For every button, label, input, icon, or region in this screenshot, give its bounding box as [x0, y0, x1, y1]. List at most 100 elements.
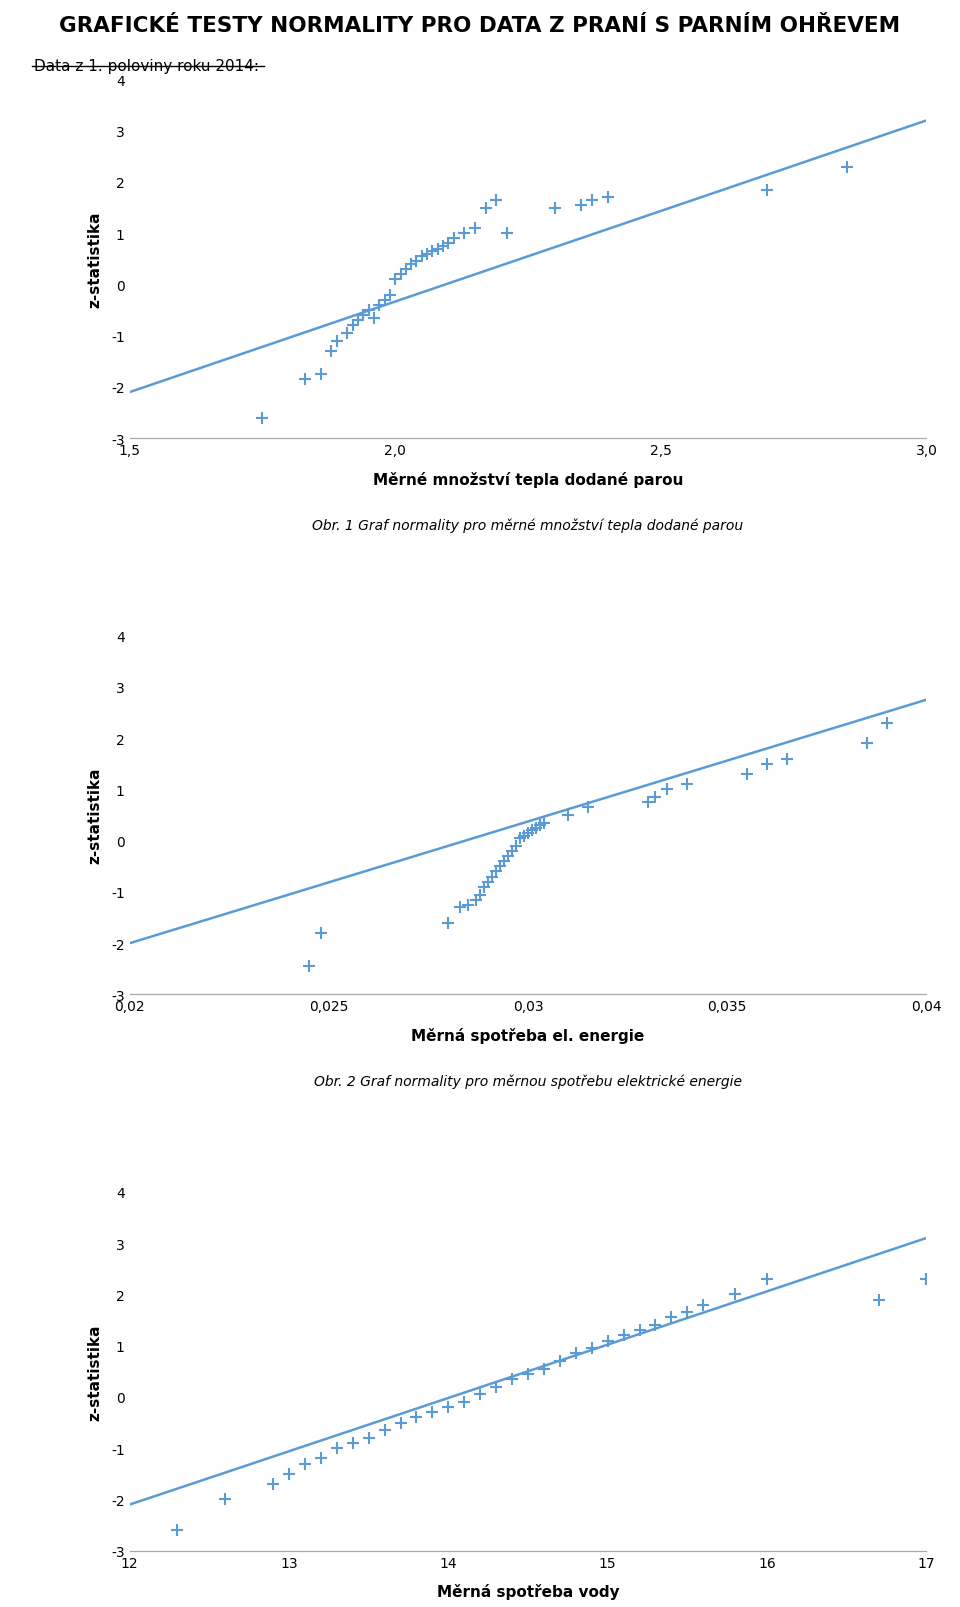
X-axis label: Měrná spotřeba el. energie: Měrná spotřeba el. energie — [412, 1027, 644, 1043]
Point — [377, 1417, 393, 1443]
Point — [435, 235, 450, 260]
Point — [573, 193, 588, 219]
Point — [461, 892, 476, 918]
Point — [361, 297, 376, 323]
Point — [476, 874, 492, 900]
Point — [398, 257, 414, 283]
Point — [648, 784, 663, 810]
Point — [298, 1451, 313, 1477]
Point — [430, 236, 445, 262]
Point — [584, 188, 599, 214]
Point — [496, 848, 512, 874]
Point — [489, 1374, 504, 1400]
X-axis label: Měrné množství tepla dodané parou: Měrné množství tepla dodané parou — [372, 472, 684, 487]
Point — [640, 791, 656, 816]
Point — [350, 309, 366, 334]
Point — [759, 752, 775, 778]
Point — [859, 731, 875, 757]
Point — [632, 1318, 647, 1343]
Point — [561, 804, 576, 829]
Point — [648, 1313, 663, 1339]
Point — [377, 288, 393, 313]
Point — [680, 771, 695, 797]
Point — [313, 921, 328, 947]
Point — [472, 1382, 488, 1408]
Text: GRAFICKÉ TESTY NORMALITY PRO DATA Z PRANÍ S PARNÍM OHŘEVEM: GRAFICKÉ TESTY NORMALITY PRO DATA Z PRAN… — [60, 16, 900, 35]
Point — [441, 231, 456, 257]
Point — [600, 1327, 615, 1353]
Point — [600, 185, 615, 211]
Point — [403, 252, 419, 278]
Point — [780, 746, 795, 771]
Point — [301, 955, 317, 980]
Point — [504, 1366, 519, 1392]
Point — [468, 215, 483, 241]
Point — [513, 826, 528, 852]
Point — [500, 844, 516, 869]
Y-axis label: z-statistika: z-statistika — [87, 767, 103, 865]
Point — [388, 267, 403, 292]
Text: Obr. 1 Graf normality pro měrné množství tepla dodané parou: Obr. 1 Graf normality pro měrné množství… — [312, 517, 744, 532]
Point — [254, 405, 270, 431]
Point — [547, 196, 563, 222]
Point — [489, 860, 504, 885]
Point — [298, 368, 313, 394]
Point — [409, 249, 424, 275]
Point — [478, 196, 493, 222]
Point — [879, 710, 895, 736]
Point — [580, 795, 595, 821]
Point — [424, 239, 440, 265]
Point — [361, 1425, 376, 1451]
Point — [345, 313, 360, 339]
Point — [537, 810, 552, 836]
Point — [218, 1486, 233, 1512]
Point — [446, 227, 462, 252]
Point — [516, 823, 532, 848]
Point — [504, 839, 519, 865]
Point — [696, 1292, 711, 1318]
Point — [457, 1390, 472, 1416]
Point — [739, 762, 755, 787]
Point — [528, 815, 543, 840]
Point — [393, 1409, 408, 1435]
Point — [367, 305, 382, 331]
Text: Obr. 2 Graf normality pro měrnou spotřebu elektrické energie: Obr. 2 Graf normality pro měrnou spotřeb… — [314, 1073, 742, 1088]
Point — [281, 1461, 297, 1486]
Point — [728, 1282, 743, 1308]
Point — [537, 1356, 552, 1382]
Point — [584, 1335, 599, 1361]
Point — [532, 813, 547, 839]
Point — [489, 188, 504, 214]
Point — [759, 1266, 775, 1292]
Point — [680, 1300, 695, 1326]
Point — [663, 1305, 679, 1331]
Point — [472, 882, 488, 908]
Point — [452, 895, 468, 921]
Point — [457, 222, 472, 247]
Point — [414, 244, 429, 270]
Point — [340, 321, 355, 347]
Point — [839, 154, 854, 180]
Point — [616, 1323, 632, 1348]
Point — [481, 869, 496, 895]
Point — [568, 1340, 584, 1366]
Point — [420, 241, 435, 267]
Point — [520, 821, 536, 847]
Point — [492, 853, 508, 879]
Point — [372, 292, 387, 318]
Point — [520, 1361, 536, 1387]
Point — [919, 1266, 934, 1292]
Point — [424, 1400, 440, 1425]
Point — [468, 887, 484, 913]
Point — [552, 1348, 567, 1374]
Point — [759, 178, 775, 204]
Point — [524, 818, 540, 844]
Point — [324, 339, 339, 365]
Point — [409, 1405, 424, 1430]
Point — [509, 834, 524, 860]
Point — [382, 283, 397, 309]
Point — [170, 1517, 185, 1543]
Point — [355, 304, 371, 329]
Point — [485, 865, 500, 890]
Point — [499, 222, 515, 247]
